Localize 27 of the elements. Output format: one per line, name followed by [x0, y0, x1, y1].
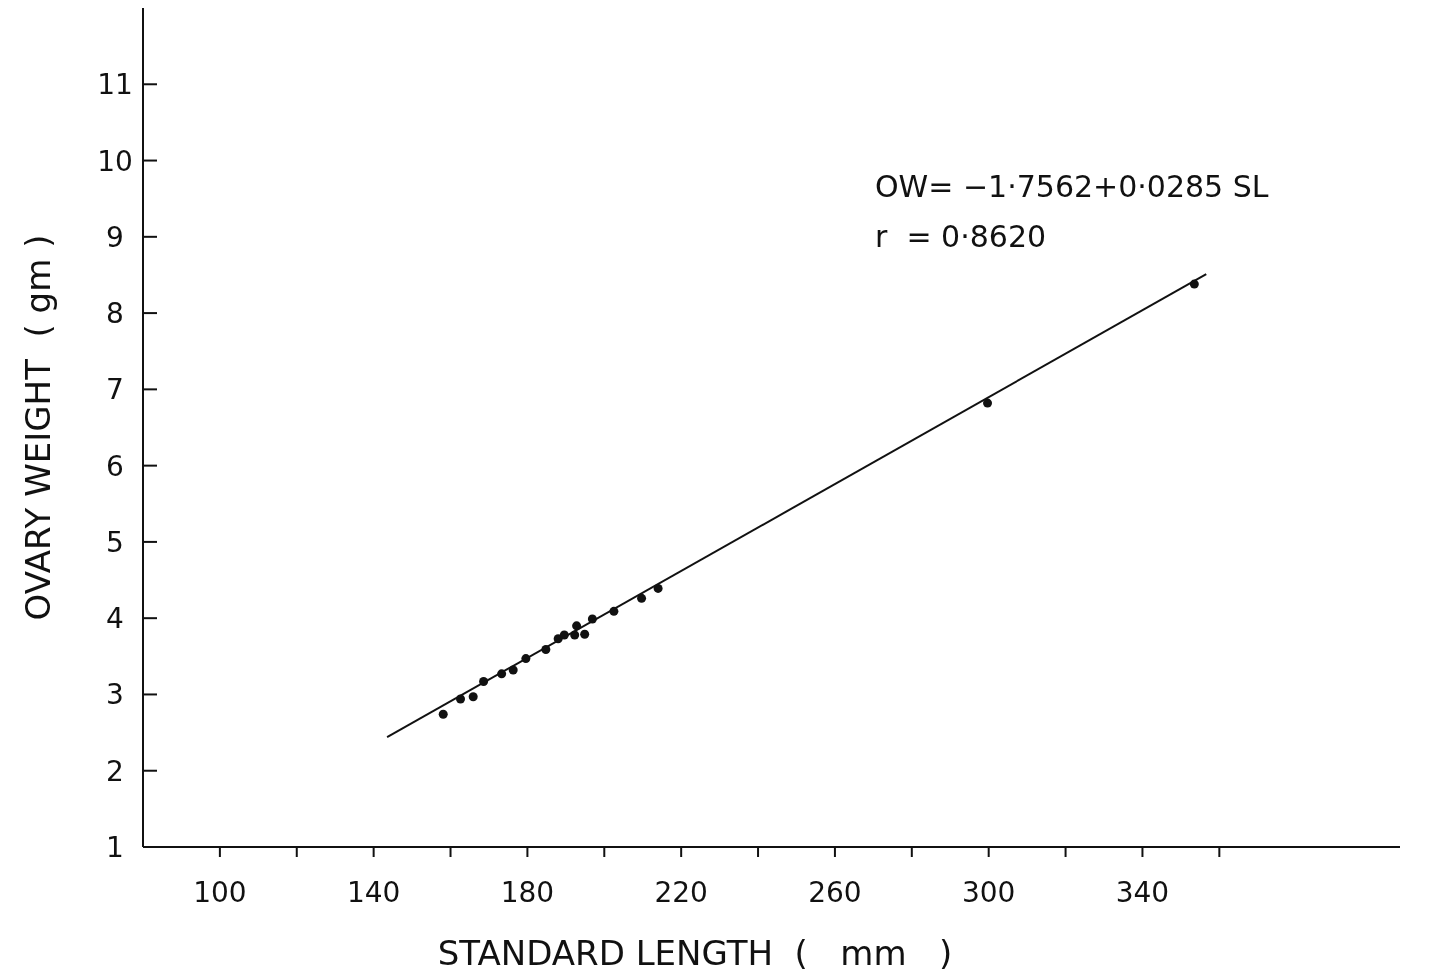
- y-tick-label: 2: [106, 754, 124, 788]
- x-tick-label: 180: [500, 876, 555, 909]
- y-tick-label: 1: [106, 831, 124, 864]
- y-tick-label: 6: [106, 449, 124, 483]
- x-tick-label: 340: [1115, 876, 1170, 909]
- point: [637, 593, 647, 603]
- point: [983, 398, 993, 408]
- annotation: r = 0·8620: [875, 219, 1047, 254]
- x-axis-title: STANDARD LENGTH ( mm ): [437, 933, 953, 973]
- y-tick-label: 5: [106, 525, 124, 559]
- point: [438, 709, 448, 719]
- x-tick-label: 220: [654, 876, 708, 909]
- x-tick-label: 140: [346, 876, 401, 909]
- y-tick-label: 8: [106, 297, 124, 331]
- x-tick-label: 260: [808, 876, 862, 909]
- x-tick-label: 300: [961, 876, 1016, 909]
- point: [580, 629, 590, 639]
- annotation: OW= −1·7562+0·0285 SL: [875, 169, 1269, 204]
- y-tick-label: 11: [97, 68, 133, 102]
- y-tick-label: 9: [106, 220, 124, 254]
- point: [468, 692, 478, 702]
- x-tick-label: 100: [193, 876, 247, 909]
- y-tick-label: 4: [106, 602, 124, 636]
- y-tick-label: 10: [97, 144, 133, 178]
- y-tick-label: 3: [106, 678, 124, 712]
- y-tick-label: 7: [106, 373, 124, 407]
- y-axis-title: OVARY WEIGHT ( gm ): [18, 234, 58, 621]
